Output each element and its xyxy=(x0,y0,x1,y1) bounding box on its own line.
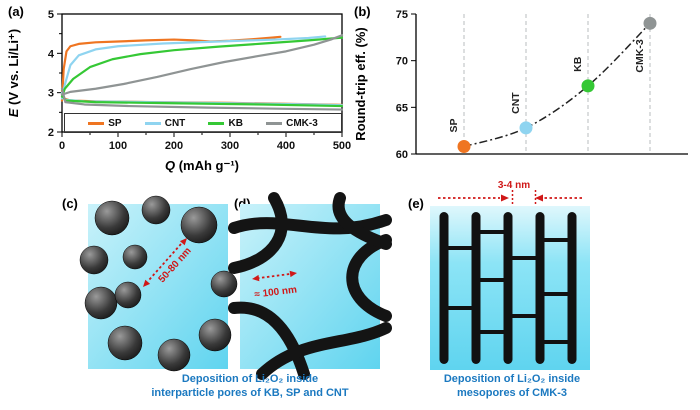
caption-right-line2: mesopores of CMK-3 xyxy=(456,387,568,400)
y-axis-label: Round-trip eff. (%) xyxy=(353,27,368,140)
legend-item-CMK-3: CMK-3 xyxy=(266,118,318,129)
data-point-CNT xyxy=(519,121,533,135)
legend-swatch xyxy=(208,121,225,125)
legend-item-SP: SP xyxy=(88,117,122,129)
round-trip-efficiency-chart: 60 65 70 75 SP CNT KB CMK-3 Round-trip eff. (%) xyxy=(353,9,688,161)
trend-line xyxy=(463,22,651,148)
mesopore-size-arrow: 3-4 nm xyxy=(438,180,582,206)
y-tick-label: 2 xyxy=(48,127,54,139)
caption-left-line2: interparticle pores of KB, SP and CNT xyxy=(151,387,349,400)
series-KB-charge xyxy=(60,36,344,98)
arrowhead-icon xyxy=(252,274,260,282)
carbon-spheres xyxy=(79,195,238,372)
legend-label: SP xyxy=(108,117,122,129)
y-tick-label: 65 xyxy=(396,102,408,114)
schematic-interparticle-pores-nanotubes: ≈ 100 nm xyxy=(228,192,392,380)
data-point-CMK-3 xyxy=(643,16,657,30)
pore-size-label: ≈ 100 nm xyxy=(254,284,298,300)
caption-left-line1: Deposition of Li₂O₂ inside xyxy=(181,373,319,385)
legend-swatch xyxy=(266,121,283,125)
voltage-capacity-chart: 0 100 200 300 400 500 2 3 4 5 Q (mAh g⁻¹) E (V vs. … xyxy=(6,9,351,173)
caption-left: Deposition of Li₂O₂ inside interparticle… xyxy=(60,372,440,401)
cmk3-rods xyxy=(439,212,577,364)
y-tick-label: 70 xyxy=(396,56,408,68)
schematic-interparticle-pores-spheres: 50-80 nm xyxy=(79,195,238,372)
x-tick-label: 200 xyxy=(165,140,183,152)
y-tick-label: 75 xyxy=(396,9,408,21)
y-tick-label: 3 xyxy=(48,88,54,100)
legend-label: CNT xyxy=(164,117,186,129)
carbon-nanotubes xyxy=(228,192,392,380)
category-label-SP: SP xyxy=(448,119,460,133)
legend-swatch xyxy=(144,121,161,125)
panel-label-a: (a) xyxy=(8,4,24,19)
y-axis-label: E (V vs. Li/Li⁺) xyxy=(6,29,21,118)
schematic-cmk3-mesopores: 3-4 nm xyxy=(430,180,590,370)
legend-label: CMK-3 xyxy=(286,117,318,129)
chart-legend: SP CNT KB CMK-3 xyxy=(64,113,342,133)
x-axis-label: Q (mAh g⁻¹) xyxy=(165,158,239,173)
x-tick-label: 100 xyxy=(109,140,127,152)
category-label-CNT: CNT xyxy=(510,92,522,114)
category-label-KB: KB xyxy=(572,56,584,72)
caption-right-line1: Deposition of Li₂O₂ inside xyxy=(443,373,581,385)
legend-label: KB xyxy=(228,117,243,129)
legend-item-KB: KB xyxy=(208,117,243,129)
panel-label-e: (e) xyxy=(408,196,424,211)
arrowhead-icon xyxy=(143,279,151,287)
pore-size-arrow: ≈ 100 nm xyxy=(252,270,298,301)
mesopore-size-label: 3-4 nm xyxy=(498,180,530,191)
series-CMK-3-discharge xyxy=(60,87,344,111)
y-tick-label: 4 xyxy=(48,48,55,60)
x-tick-label: 300 xyxy=(221,140,239,152)
series-CMK-3-charge xyxy=(60,34,344,96)
x-tick-label: 0 xyxy=(59,140,65,152)
arrowhead-icon xyxy=(179,238,187,246)
y-tick-label: 5 xyxy=(48,9,54,21)
panel-label-c: (c) xyxy=(62,196,78,211)
x-tick-label: 500 xyxy=(333,140,351,152)
series-CNT-charge xyxy=(60,35,327,100)
legend-swatch xyxy=(88,121,105,125)
legend-item-CNT: CNT xyxy=(144,117,186,129)
panel-label-b: (b) xyxy=(354,4,371,19)
arrowhead-icon xyxy=(501,194,509,202)
category-label-CMK-3: CMK-3 xyxy=(634,39,646,72)
data-point-SP xyxy=(457,140,471,154)
x-tick-label: 400 xyxy=(277,140,295,152)
series-SP-charge xyxy=(60,35,282,102)
cmk3-rod-connectors xyxy=(444,230,572,344)
arrowhead-icon xyxy=(289,270,297,278)
caption-right: Deposition of Li₂O₂ inside mesopores of … xyxy=(412,372,612,401)
data-point-KB xyxy=(581,79,595,93)
arrowhead-icon xyxy=(535,194,543,202)
y-tick-label: 60 xyxy=(396,149,408,161)
